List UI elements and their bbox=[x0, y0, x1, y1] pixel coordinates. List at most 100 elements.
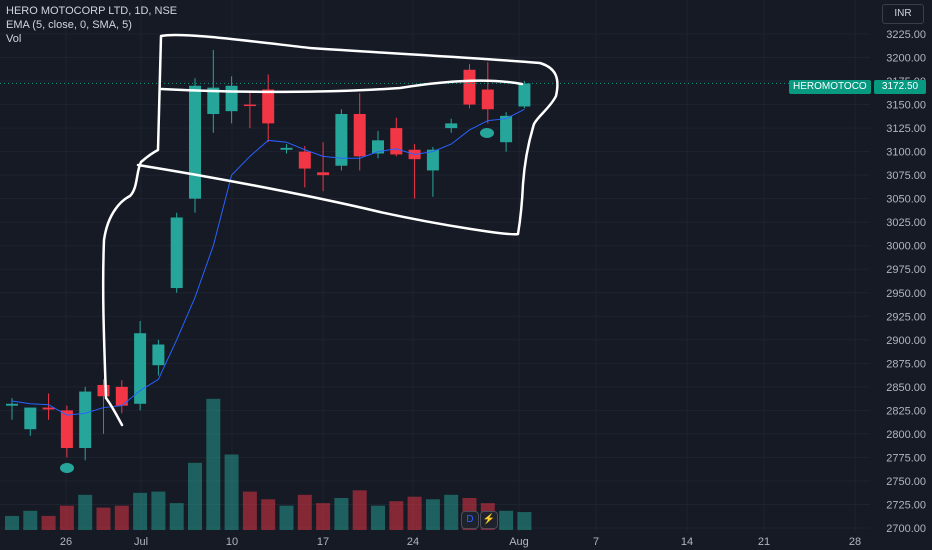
volume-bar bbox=[371, 505, 385, 530]
candle-body bbox=[134, 333, 147, 404]
symbol-title: HERO MOTOCORP LTD, 1D, NSE bbox=[6, 5, 178, 17]
volume-bar bbox=[279, 505, 294, 530]
price-axis-label: 2700.00 bbox=[886, 523, 926, 535]
candle-body bbox=[481, 89, 494, 110]
price-axis-label: 3200.00 bbox=[886, 53, 926, 65]
candle-body bbox=[115, 386, 128, 406]
price-axis-label: 3075.00 bbox=[886, 170, 926, 182]
time-axis-label: 26 bbox=[60, 536, 72, 548]
volume-bar bbox=[517, 512, 532, 530]
chart-legend: HERO MOTOCORP LTD, 1D, NSE EMA (5, close… bbox=[6, 4, 177, 46]
time-axis-label: 28 bbox=[849, 536, 861, 548]
price-axis-label: 3225.00 bbox=[886, 29, 926, 41]
time-axis-label: 10 bbox=[226, 536, 238, 548]
price-axis-label: 3050.00 bbox=[886, 194, 926, 206]
candle-body bbox=[24, 407, 37, 430]
price-axis-label: 2950.00 bbox=[886, 288, 926, 300]
candle-body bbox=[170, 217, 183, 289]
volume-bar bbox=[316, 503, 331, 530]
price-axis-label: 3000.00 bbox=[886, 241, 926, 253]
volume-bar bbox=[5, 515, 19, 530]
candle-body bbox=[207, 87, 220, 114]
price-axis-label: 2925.00 bbox=[886, 311, 926, 323]
candle-body bbox=[500, 115, 513, 143]
volume-legend[interactable]: Vol bbox=[6, 33, 22, 45]
price-axis-label: 2825.00 bbox=[886, 405, 926, 417]
volume-bar bbox=[114, 505, 129, 530]
volume-bar bbox=[133, 492, 148, 530]
price-axis-label: 2900.00 bbox=[886, 335, 926, 347]
annotation-flag-outline bbox=[101, 33, 559, 427]
price-axis-label: 3125.00 bbox=[886, 123, 926, 135]
candle-body bbox=[353, 113, 366, 157]
candle-body bbox=[335, 113, 348, 166]
time-axis-label: 7 bbox=[593, 536, 599, 548]
candle-body bbox=[280, 147, 293, 150]
currency-button[interactable]: INR bbox=[882, 4, 924, 24]
volume-bar bbox=[389, 501, 404, 530]
volume-bar bbox=[261, 499, 276, 530]
candle-body bbox=[372, 140, 384, 154]
price-axis-label: 2800.00 bbox=[886, 429, 926, 441]
event-marker bbox=[480, 128, 494, 138]
price-axis-label: 3150.00 bbox=[886, 100, 926, 112]
time-axis-label: Aug bbox=[509, 536, 529, 548]
event-marker bbox=[60, 463, 74, 473]
volume-bar bbox=[242, 491, 257, 530]
candle-body bbox=[317, 172, 330, 176]
price-axis-label: 2750.00 bbox=[886, 476, 926, 488]
price-axis-label: 2850.00 bbox=[886, 382, 926, 394]
volume-bar bbox=[297, 494, 312, 530]
candle-body bbox=[189, 85, 201, 199]
time-axis-label: 17 bbox=[317, 536, 329, 548]
volume-bar bbox=[407, 496, 422, 530]
volume-bar bbox=[188, 462, 202, 530]
candle-body bbox=[79, 391, 92, 449]
time-axis-label: 21 bbox=[758, 536, 770, 548]
time-axis-label: Jul bbox=[134, 536, 148, 548]
volume-bar bbox=[23, 510, 38, 530]
ema-line bbox=[11, 108, 525, 416]
last-price-tag: 3172.50 bbox=[874, 80, 926, 94]
dividend-icon[interactable]: D bbox=[461, 511, 479, 529]
volume-bar bbox=[444, 494, 459, 530]
candle-body bbox=[298, 151, 311, 169]
time-axis-label: 14 bbox=[681, 536, 693, 548]
candle-body bbox=[426, 149, 439, 171]
candle-body bbox=[518, 83, 531, 107]
volume-bar bbox=[425, 499, 440, 530]
price-axis-label: 3100.00 bbox=[886, 147, 926, 159]
volume-bar bbox=[78, 494, 93, 530]
volume-bar bbox=[169, 503, 184, 530]
price-axis-label: 3025.00 bbox=[886, 217, 926, 229]
volume-bar bbox=[499, 510, 514, 530]
candle-body bbox=[42, 407, 55, 410]
price-axis-label: 2775.00 bbox=[886, 452, 926, 464]
symbol-price-tag: HEROMOTOCO bbox=[789, 80, 871, 94]
volume-bar bbox=[206, 398, 221, 530]
volume-bar bbox=[59, 505, 74, 530]
earnings-flash-icon[interactable]: ⚡ bbox=[480, 511, 498, 529]
volume-bar bbox=[151, 491, 166, 530]
candle-body bbox=[390, 128, 403, 155]
candle-body bbox=[243, 104, 256, 107]
volume-bar bbox=[334, 498, 349, 530]
price-axis-label: 2875.00 bbox=[886, 358, 926, 370]
volume-bar bbox=[41, 515, 56, 530]
annotation-top-line bbox=[159, 79, 524, 94]
candle-body bbox=[60, 410, 73, 449]
candle-body bbox=[152, 344, 165, 366]
volume-bar bbox=[224, 454, 239, 530]
price-axis-label: 2725.00 bbox=[886, 499, 926, 511]
volume-bar bbox=[352, 490, 367, 530]
candle-body bbox=[6, 403, 18, 406]
candle-body bbox=[97, 384, 110, 397]
ema-legend[interactable]: EMA (5, close, 0, SMA, 5) bbox=[6, 19, 132, 31]
time-axis-label: 24 bbox=[407, 536, 419, 548]
price-axis-label: 2975.00 bbox=[886, 264, 926, 276]
candle-body bbox=[445, 123, 458, 129]
candle-body bbox=[463, 69, 476, 105]
candle-body bbox=[225, 85, 238, 112]
volume-bar bbox=[96, 507, 111, 530]
